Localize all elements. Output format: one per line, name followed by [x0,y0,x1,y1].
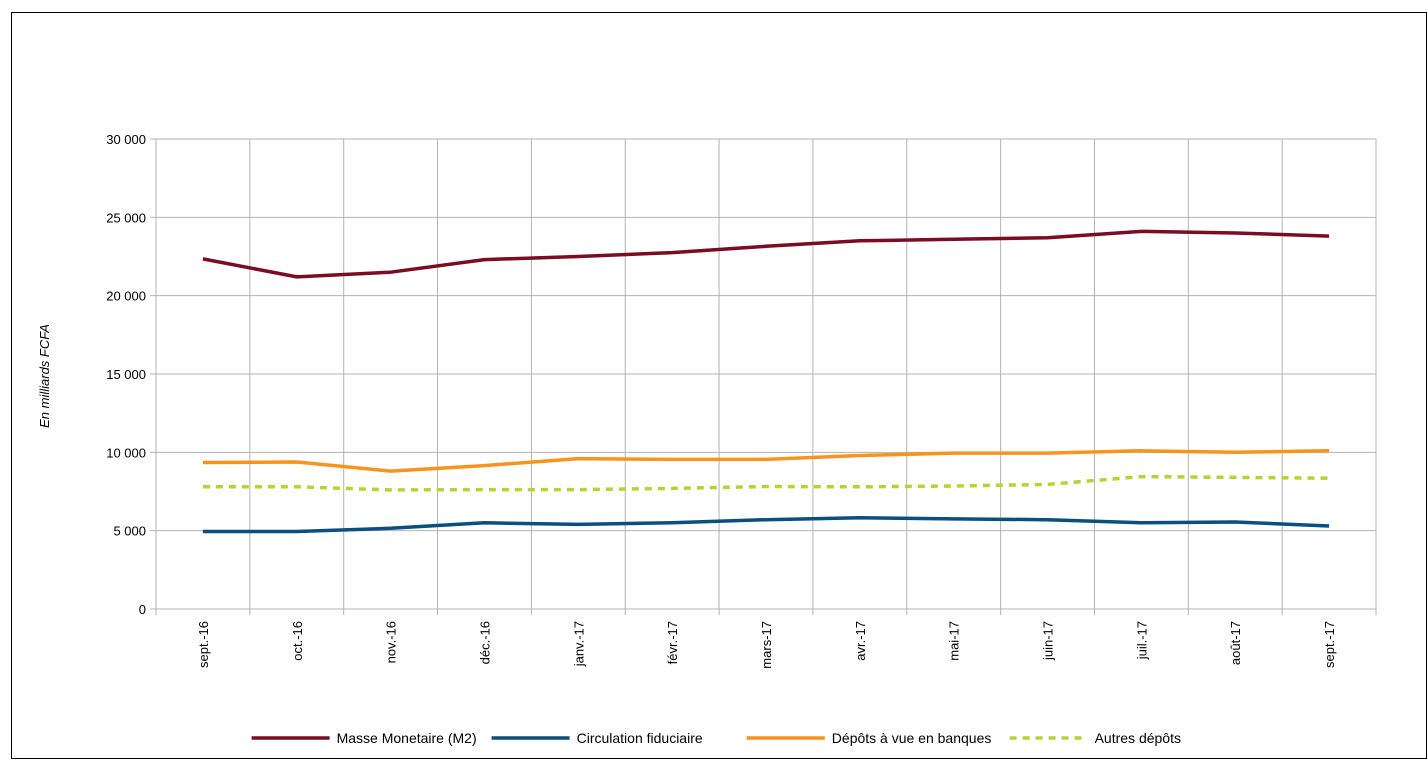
x-tick-label: mai-17 [947,621,962,661]
x-tick-label: nov.-16 [384,621,399,663]
series-lines [202,229,1330,534]
x-tick-label: juin-17 [1041,621,1056,661]
x-tick-label: avr.-17 [853,621,868,661]
x-tick-label: févr.-17 [665,621,680,664]
x-tick-label: mars-17 [759,621,774,669]
legend-label-3: Dépôts à vue en banques [832,730,992,746]
y-tick-label: 15 000 [106,367,146,382]
x-tick-label: août-17 [1228,621,1243,665]
x-tick-label: oct.-16 [290,621,305,661]
series-line-2 [202,516,1330,534]
x-axis-ticks: sept.-16 oct.-16 nov.-16 déc.-16 janv.-17 fév… [155,609,1377,669]
x-tick-label: déc.-16 [477,621,492,664]
x-tick-label: sept.-17 [1322,621,1337,668]
y-tick-label: 5 000 [113,524,146,539]
y-tick-label: 30 000 [106,132,146,147]
x-tick-label: janv.-17 [571,621,586,667]
series-line-1 [202,229,1330,279]
y-tick-label: 25 000 [106,210,146,225]
y-tick-label: 20 000 [106,289,146,304]
legend: Masse Monetaire (M2) Circulation fiduciai… [251,730,1181,746]
y-axis-ticks: 0 5 000 10 000 15 000 20 000 25 000 30 000 [106,132,156,617]
y-axis-label: En milliards FCFA [37,324,52,428]
legend-label-4: Autres dépôts [1095,730,1181,746]
x-tick-label: juil.-17 [1134,621,1149,660]
series-line-4 [202,474,1330,492]
legend-label-1: Masse Monetaire (M2) [337,730,477,746]
legend-label-2: Circulation fiduciaire [577,730,703,746]
y-tick-label: 10 000 [106,445,146,460]
series-line-3 [202,449,1330,473]
x-tick-label: sept.-16 [196,621,211,668]
y-tick-label: 0 [139,602,146,617]
grid [155,138,1377,610]
